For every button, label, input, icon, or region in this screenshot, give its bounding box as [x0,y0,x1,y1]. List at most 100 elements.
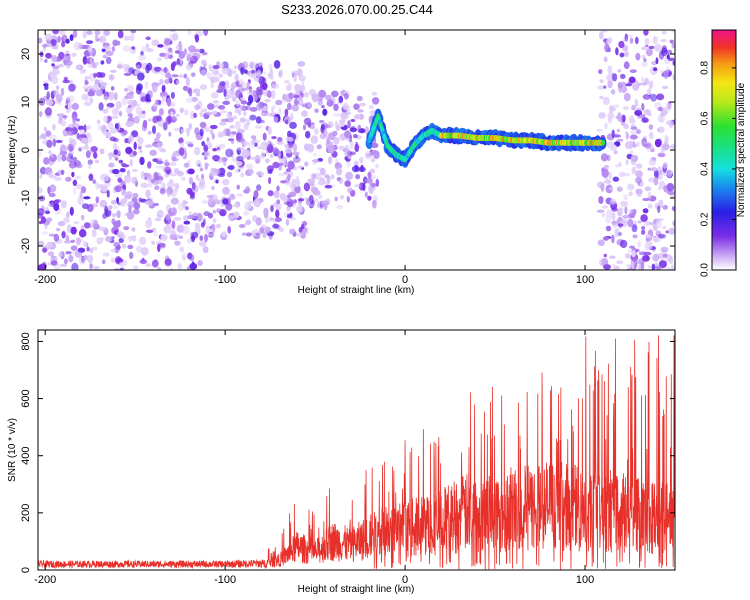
spectrogram-cell [194,146,201,156]
spectrogram-cell [663,71,669,80]
spectrogram-cell [270,204,274,213]
spectrogram-cell [287,146,292,155]
spectrogram-cell [306,102,312,108]
spectrogram-cell [657,205,661,214]
spectrogram-cell [53,176,62,181]
spectrogram-cell [113,149,119,155]
spectrogram-cell [662,171,668,177]
spectrogram-cell [612,104,620,108]
spectrogram-cell [95,88,103,97]
spectrogram-cell [164,258,172,266]
spectrogram-cell [655,173,659,180]
spectrogram-cell [629,115,635,121]
spectrogram-cell [248,94,254,104]
spectrogram-cell [175,80,180,85]
spectrogram-cell [642,197,650,202]
spectrogram-cell [68,151,74,155]
spectrogram-cell [95,196,100,204]
spectrogram-cell [203,30,209,36]
spectrogram-cell [51,69,57,78]
spectrogram-cell [630,154,639,162]
spectrogram-cell [371,91,378,96]
spectrogram-cell [130,33,135,42]
spectrogram-cell [636,140,640,148]
spectrogram-cell [277,172,286,177]
spectrogram-cell [100,237,105,241]
spectrogram-cell [137,146,142,150]
spectrogram-cell [181,252,187,261]
spectrogram-cell [307,122,312,128]
spectrogram-cell [287,130,292,138]
spectrogram-cell [236,193,243,197]
spectrogram-cell [169,234,177,240]
spectrogram-cell [228,138,235,142]
spectrogram-cell [85,150,91,159]
spectrogram-cell [146,173,152,183]
spectrogram-cell [276,185,280,192]
spectrogram-cell [624,33,628,42]
spectrogram-cell [170,62,175,71]
spectrogram-cell [621,85,626,94]
spectrogram-cell [171,156,177,162]
spectrogram-cell [240,172,245,178]
spectrogram-cell [94,159,100,164]
spectrogram-cell [664,134,669,144]
spectrogram-cell [327,145,335,154]
spectrogram-cell [658,233,666,239]
spectrogram-cell [43,157,50,165]
spectrogram-cell [657,173,663,181]
spectrogram-cell [125,175,131,182]
spectrogram-cell [321,200,329,207]
spectrogram-cell [132,235,137,242]
spectrogram-cell [200,69,207,77]
spectrogram-cell [124,138,129,144]
spectrogram-cell [335,168,343,176]
spectrogram-cell [237,147,244,151]
spectrogram-cell [248,143,256,149]
spectrogram-cell [637,220,643,224]
y-tick-label: 400 [20,447,32,465]
spectrogram-cell [654,262,659,268]
spectrogram-cell [110,86,115,91]
spectrogram-cell [598,196,604,204]
snr-panel: -200 -100 0 100 0 200 400 600 800 Height of stra… [7,329,676,595]
spectrogram-cell [56,227,61,232]
spectrogram-cell [621,114,626,123]
spectrogram-cell [603,85,606,89]
spectrogram-cell [104,209,112,217]
spectrogram-cell [51,39,57,47]
spectrogram-cell [601,30,608,33]
spectrogram-cell [197,178,205,182]
spectrogram-cell [46,241,53,248]
spectrogram-cell [179,246,185,253]
spectrogram-cell [63,55,72,61]
spectrogram-cell [631,224,638,233]
spectrogram-cell [222,178,230,186]
colorbar: 0.0 0.2 0.4 0.6 0.8 Normalized spectral ampl… [700,29,747,277]
snr-series-line [38,335,675,570]
spectrogram-cell [603,253,607,258]
spectrogram-cell [612,73,618,82]
spectrogram-cell [187,160,191,164]
spectrogram-cell [117,62,123,69]
spectrogram-cell [187,143,194,148]
spectrogram-cell [645,234,651,239]
spectrogram-cell [614,230,619,238]
spectrogram-cell [96,119,101,125]
spectrogram-cell [311,93,319,101]
spectrogram-cell [57,35,61,43]
spectrogram-cell [624,83,633,87]
spectrogram-cell [624,131,629,135]
x-tick-label: -200 [34,274,56,286]
spectrogram-cell [253,198,261,208]
y-tick-label: 0 [20,147,32,153]
spectrogram-cell [672,220,675,227]
spectrogram-cell [244,69,248,74]
spectrogram-cell [185,97,193,103]
spectrogram-cell [334,120,339,129]
spectrogram-cell [42,80,49,84]
spectrogram-cell [61,231,66,239]
spectrogram-cell [99,35,107,44]
